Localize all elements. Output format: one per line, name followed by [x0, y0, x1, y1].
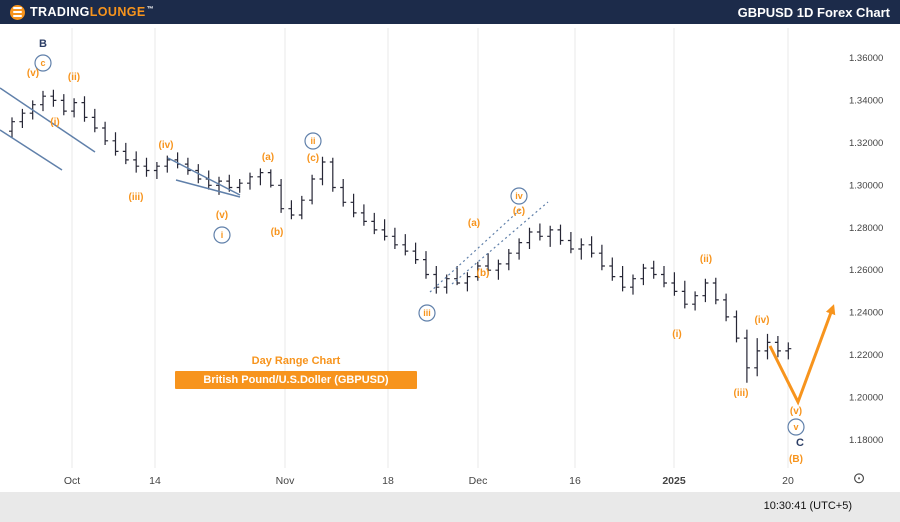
svg-text:18: 18 [382, 475, 394, 487]
chart-caption: Day Range Chart British Pound/U.S.Doller… [175, 355, 417, 389]
svg-text:(a): (a) [262, 152, 274, 163]
svg-text:iii: iii [423, 308, 431, 318]
svg-text:ii: ii [310, 136, 315, 146]
svg-text:C: C [796, 437, 804, 449]
brand-lounge: LOUNGE [89, 5, 146, 19]
day-range-chart-label: Day Range Chart [251, 355, 341, 367]
svg-text:(v): (v) [216, 210, 228, 221]
svg-text:(B): (B) [789, 454, 803, 465]
svg-text:1.34000: 1.34000 [849, 95, 883, 106]
svg-text:(c): (c) [513, 206, 525, 217]
svg-text:c: c [40, 58, 45, 68]
svg-text:Oct: Oct [64, 475, 80, 487]
svg-text:(iii): (iii) [734, 388, 749, 399]
svg-text:(iii): (iii) [129, 192, 144, 203]
svg-text:1.18000: 1.18000 [849, 435, 883, 446]
trendlines [0, 87, 241, 198]
svg-text:iv: iv [515, 191, 523, 201]
svg-text:(b): (b) [271, 227, 284, 238]
svg-text:(i): (i) [50, 117, 59, 128]
svg-text:20: 20 [782, 475, 794, 487]
svg-text:1.36000: 1.36000 [849, 53, 883, 64]
svg-text:Nov: Nov [276, 475, 295, 487]
brand: TRADINGLOUNGE™ [10, 4, 154, 20]
x-axis-labels: Oct 14 Nov 18 Dec 16 2025 20 [64, 475, 794, 487]
gridlines [71, 28, 789, 468]
brand-trading: TRADING [30, 5, 90, 19]
channel-lines [429, 201, 549, 293]
svg-text:1.20000: 1.20000 [849, 393, 883, 404]
svg-text:(a): (a) [468, 218, 480, 229]
svg-text:(ii): (ii) [68, 72, 80, 83]
svg-text:1.22000: 1.22000 [849, 350, 883, 361]
svg-text:14: 14 [149, 475, 161, 487]
status-bar: 10:30:41 (UTC+5) [0, 492, 900, 522]
svg-text:Dec: Dec [469, 475, 488, 487]
svg-text:i: i [221, 230, 224, 240]
svg-text:v: v [793, 422, 798, 432]
svg-text:(i): (i) [672, 329, 681, 340]
trademark-symbol: ™ [146, 5, 155, 13]
svg-text:(b): (b) [477, 268, 490, 279]
svg-text:1.24000: 1.24000 [849, 308, 883, 319]
svg-text:1.30000: 1.30000 [849, 180, 883, 191]
wave-annotations: Bc(v) (ii)(i)(iii)(iv)(v)i(a)(b)ii(c)iii(… [27, 38, 805, 465]
svg-text:1.26000: 1.26000 [849, 265, 883, 276]
svg-text:(c): (c) [307, 153, 319, 164]
svg-text:1.28000: 1.28000 [849, 223, 883, 234]
chart-settings-icon[interactable]: ⊙ [852, 470, 866, 487]
tradinglounge-logo-icon [10, 4, 25, 20]
brand-text: TRADINGLOUNGE™ [30, 5, 154, 19]
svg-text:16: 16 [569, 475, 581, 487]
y-axis-labels: 1.36000 1.34000 1.32000 1.30000 1.28000 1.260… [849, 53, 883, 446]
svg-text:(v): (v) [27, 68, 39, 79]
projection-arrow [768, 304, 836, 406]
page-title: GBPUSD 1D Forex Chart [737, 4, 890, 20]
clock-timestamp: 10:30:41 (UTC+5) [763, 500, 852, 512]
instrument-label: British Pound/U.S.Doller (GBPUSD) [175, 371, 417, 389]
header-bar: TRADINGLOUNGE™ GBPUSD 1D Forex Chart [0, 0, 900, 24]
svg-text:(iv): (iv) [159, 140, 174, 151]
svg-text:(v): (v) [790, 406, 802, 417]
svg-text:1.32000: 1.32000 [849, 138, 883, 149]
svg-text:B: B [39, 38, 47, 50]
svg-text:2025: 2025 [662, 475, 686, 487]
svg-text:(ii): (ii) [700, 254, 712, 265]
svg-text:(iv): (iv) [755, 315, 770, 326]
